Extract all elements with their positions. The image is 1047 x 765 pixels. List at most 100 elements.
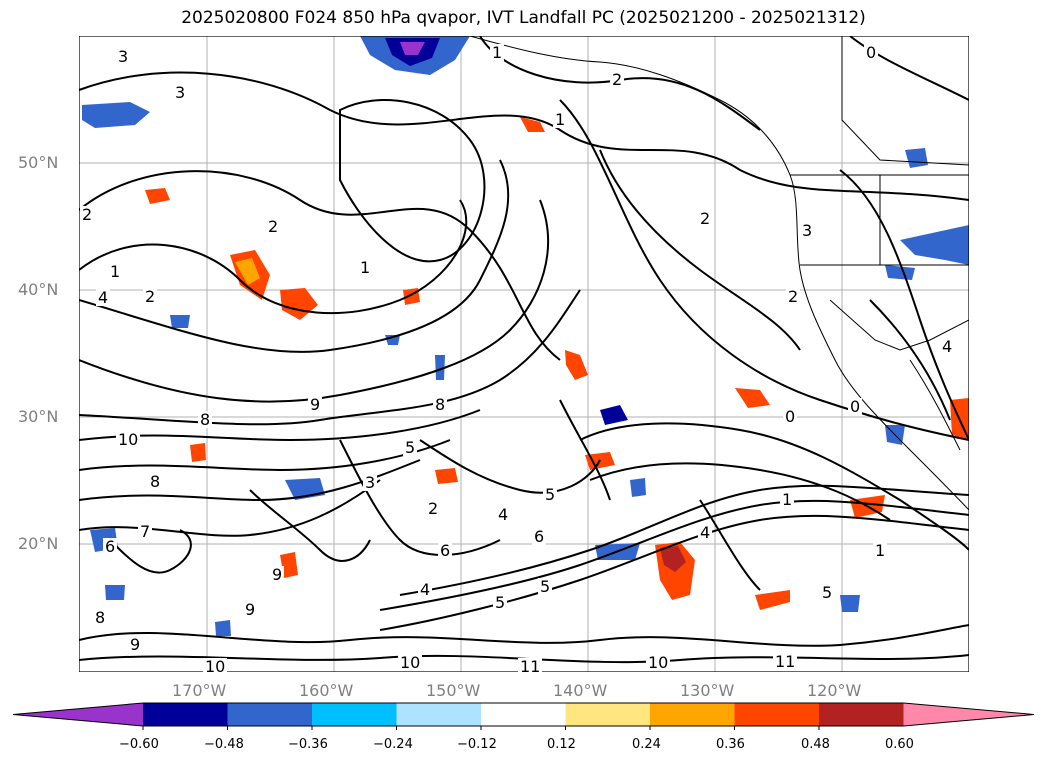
contour-label: 11 bbox=[775, 652, 795, 671]
contour-label-bg bbox=[266, 218, 280, 235]
contour-label: 1 bbox=[110, 262, 120, 281]
contour-label: 10 bbox=[118, 430, 138, 449]
contour-label: 10 bbox=[648, 653, 668, 672]
contour-label-bg bbox=[80, 206, 94, 223]
contour-label: 0 bbox=[850, 397, 860, 416]
contour-label-bg bbox=[203, 658, 227, 675]
contour-label: 2 bbox=[788, 287, 798, 306]
colorbar-segment bbox=[734, 703, 820, 726]
contour-label-bg bbox=[532, 528, 546, 545]
lat-label-30n: 30°N bbox=[18, 407, 59, 426]
contour-label-bg bbox=[800, 222, 814, 239]
lat-label-20n: 20°N bbox=[18, 534, 59, 553]
contour-label: 9 bbox=[130, 635, 140, 654]
contour-label: 8 bbox=[435, 395, 445, 414]
gridlines bbox=[79, 36, 969, 672]
lon-label-150w: 150°W bbox=[426, 681, 481, 700]
contour-label: 8 bbox=[200, 410, 210, 429]
contour-label: 5 bbox=[540, 577, 550, 596]
colorbar-segment bbox=[312, 703, 397, 726]
colorbar-tick-label: −0.36 bbox=[288, 737, 328, 752]
contour-label-bg bbox=[143, 288, 157, 305]
contour-label: 1 bbox=[782, 490, 792, 509]
contour-label-bg bbox=[128, 636, 142, 653]
contour-label: 4 bbox=[420, 580, 430, 599]
contour-label: 3 bbox=[802, 221, 812, 240]
contour-label: 5 bbox=[405, 438, 415, 457]
contour-label: 5 bbox=[495, 593, 505, 612]
contour-label-bg bbox=[493, 594, 507, 611]
colorbar-tick-label: 0.24 bbox=[632, 737, 661, 752]
contour-label: 10 bbox=[205, 657, 225, 676]
colorbar-tick-label: 0.48 bbox=[801, 737, 830, 752]
contour-label: 3 bbox=[365, 473, 375, 492]
contour-label: 5 bbox=[545, 485, 555, 504]
contour-label: 4 bbox=[98, 288, 108, 307]
contour-label-bg bbox=[418, 581, 432, 598]
contour-label-bg bbox=[780, 491, 794, 508]
coastlines bbox=[469, 36, 969, 511]
contour-label: 0 bbox=[785, 407, 795, 426]
contour-label-bg bbox=[490, 44, 504, 61]
contour-label-bg bbox=[243, 601, 257, 618]
contour-label-bg bbox=[820, 584, 834, 601]
colorbar-tick-label: −0.60 bbox=[119, 737, 159, 752]
colorbar-tick-label: 0.60 bbox=[885, 737, 914, 752]
contour-label-bg bbox=[433, 396, 447, 413]
contour-label-bg bbox=[646, 654, 670, 671]
lon-label-130w: 130°W bbox=[680, 681, 735, 700]
contour-label-bg bbox=[783, 408, 797, 425]
contour-label: 2 bbox=[428, 499, 438, 518]
contour-label: 4 bbox=[942, 337, 952, 356]
contour-label: 2 bbox=[612, 70, 622, 89]
colorbar-segment bbox=[819, 703, 904, 726]
contour-label: 4 bbox=[498, 505, 508, 524]
contour-label-bg bbox=[438, 542, 452, 559]
contour-label-bg bbox=[358, 259, 372, 276]
contour-label: 9 bbox=[245, 600, 255, 619]
contour-label-bg bbox=[138, 523, 152, 540]
contour-label: 8 bbox=[95, 608, 105, 627]
contour-label-bg bbox=[496, 506, 510, 523]
lat-label-50n: 50°N bbox=[18, 153, 59, 172]
colorbar bbox=[12, 702, 1035, 730]
contour-label: 1 bbox=[492, 43, 502, 62]
contour-label-bg bbox=[518, 658, 542, 675]
contour-label-bg bbox=[553, 111, 567, 128]
colorbar-tick-label: −0.24 bbox=[373, 737, 413, 752]
colorbar-tick-label: −0.12 bbox=[457, 737, 497, 752]
contour-label-bg bbox=[93, 609, 107, 626]
contour-label-bg bbox=[403, 439, 417, 456]
contour-label: 2 bbox=[82, 205, 92, 224]
qvapor-filled-contours bbox=[82, 36, 969, 636]
contour-label: 6 bbox=[440, 541, 450, 560]
contour-label-bg bbox=[698, 524, 712, 541]
lon-label-160w: 160°W bbox=[299, 681, 354, 700]
contour-label-bg bbox=[940, 338, 954, 355]
contour-label: 3 bbox=[118, 47, 128, 66]
contour-label-bg bbox=[148, 473, 162, 490]
contour-label-bg bbox=[786, 288, 800, 305]
colorbar-extend-min bbox=[13, 703, 143, 726]
contour-label: 6 bbox=[105, 537, 115, 556]
colorbar-segment bbox=[143, 703, 228, 726]
contour-label-bg bbox=[363, 474, 377, 491]
chart-title: 2025020800 F024 850 hPa qvapor, IVT Land… bbox=[181, 8, 866, 28]
contour-label-bg bbox=[198, 411, 212, 428]
colorbar-extend-max bbox=[903, 703, 1034, 726]
ivt-contour-lines bbox=[79, 36, 969, 664]
contour-label: 1 bbox=[360, 258, 370, 277]
lat-label-40n: 40°N bbox=[18, 280, 59, 299]
contour-label-bg bbox=[538, 578, 552, 595]
colorbar-segment bbox=[481, 703, 566, 726]
contour-label: 1 bbox=[555, 110, 565, 129]
contour-label-bg bbox=[96, 289, 110, 306]
contour-label: 7 bbox=[140, 522, 150, 541]
lon-label-140w: 140°W bbox=[553, 681, 608, 700]
colorbar-segment bbox=[227, 703, 313, 726]
contour-label-bg bbox=[108, 263, 122, 280]
colorbar-segment bbox=[565, 703, 651, 726]
contour-label: 4 bbox=[700, 523, 710, 542]
